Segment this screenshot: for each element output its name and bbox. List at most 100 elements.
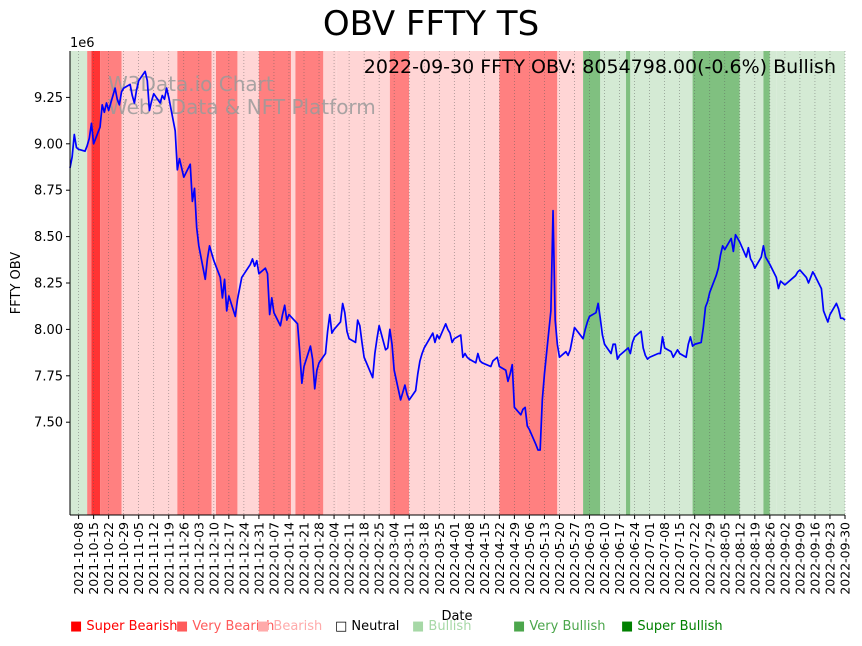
x-tick-label: 2022-04-29 bbox=[507, 522, 522, 595]
y-tick-label: 8.25 bbox=[34, 277, 63, 292]
x-tick-label: 2022-04-08 bbox=[462, 522, 477, 595]
x-tick-label: 2022-02-04 bbox=[327, 522, 342, 595]
legend-item-bearish: ■ Bearish bbox=[257, 619, 322, 634]
x-tick-label: 2022-05-20 bbox=[552, 522, 567, 595]
regime-band-bearish bbox=[121, 51, 178, 515]
x-tick-label: 2022-06-24 bbox=[627, 522, 642, 595]
x-tick-label: 2022-09-23 bbox=[822, 522, 837, 595]
legend-label: Super Bullish bbox=[637, 619, 723, 634]
legend-item-neutral: □ Neutral bbox=[335, 619, 399, 634]
x-tick-label: 2022-09-16 bbox=[807, 522, 822, 595]
x-tick-label: 2022-08-26 bbox=[762, 522, 777, 595]
regime-band-bullish bbox=[600, 51, 627, 515]
x-tick-label: 2022-05-13 bbox=[537, 522, 552, 595]
legend-label: Neutral bbox=[351, 619, 400, 634]
x-tick-label: 2022-06-10 bbox=[597, 522, 612, 595]
x-tick-label: 2021-12-03 bbox=[191, 522, 206, 595]
regime-bands bbox=[70, 51, 845, 515]
x-tick-label: 2022-07-29 bbox=[702, 522, 717, 595]
x-tick-label: 2022-03-04 bbox=[387, 522, 402, 595]
x-tick-label: 2021-10-15 bbox=[86, 522, 101, 595]
x-tick-label: 2021-11-12 bbox=[146, 522, 161, 595]
x-tick-label: 2022-01-21 bbox=[297, 522, 312, 595]
x-tick-label: 2022-08-19 bbox=[747, 522, 762, 595]
legend-marker: ■ bbox=[513, 619, 530, 634]
x-tick-label: 2021-10-08 bbox=[71, 522, 86, 595]
regime-band-bearish bbox=[237, 51, 259, 515]
x-tick-label: 2021-12-24 bbox=[236, 522, 251, 595]
x-tick-label: 2022-09-09 bbox=[792, 522, 807, 595]
regime-band-super-bearish bbox=[91, 51, 101, 515]
regime-band-very-bearish bbox=[258, 51, 292, 515]
x-tick-label: 2022-06-03 bbox=[582, 522, 597, 595]
legend-marker: ■ bbox=[257, 619, 274, 634]
x-tick-label: 2022-08-12 bbox=[732, 522, 747, 595]
y-tick-label: 8.00 bbox=[34, 323, 63, 338]
x-tick-label: 2022-07-01 bbox=[642, 522, 657, 595]
legend-marker: ■ bbox=[621, 619, 638, 634]
x-tick-label: 2022-05-06 bbox=[522, 522, 537, 595]
y-tick-label: 7.50 bbox=[34, 416, 63, 431]
regime-band-bearish bbox=[336, 51, 390, 515]
legend-label: Bearish bbox=[273, 619, 323, 634]
x-tick-label: 2022-01-07 bbox=[266, 522, 281, 595]
chart-title: OBV FFTY TS bbox=[322, 4, 540, 44]
legend-item-bullish: ■ Bullish bbox=[412, 619, 471, 634]
x-tick-label: 2021-12-17 bbox=[221, 522, 236, 595]
x-tick-label: 2022-04-22 bbox=[492, 522, 507, 595]
regime-band-bullish bbox=[739, 51, 764, 515]
legend-item-super-bearish: ■ Super Bearish bbox=[70, 619, 178, 634]
legend-marker: ■ bbox=[70, 619, 87, 634]
legend-label: Super Bearish bbox=[86, 619, 178, 634]
ticks: 7.50 7.75 8.00 8.25 8.50 8.75 9.00 9.25 2021-10-… bbox=[34, 91, 852, 595]
regime-band-very-bearish bbox=[499, 51, 558, 515]
x-tick-label: 2022-08-05 bbox=[717, 522, 732, 595]
x-tick-label: 2022-07-22 bbox=[687, 522, 702, 595]
grid-lines bbox=[78, 51, 846, 515]
y-axis-label: FFTY OBV bbox=[9, 252, 24, 314]
x-tick-label: 2022-02-25 bbox=[372, 522, 387, 595]
x-tick-label: 2022-09-30 bbox=[838, 522, 853, 595]
regime-band-very-bearish bbox=[215, 51, 238, 515]
regime-band-very-bearish bbox=[100, 51, 122, 515]
legend-item-super-bullish: ■ Super Bullish bbox=[621, 619, 723, 634]
x-tick-label: 2022-02-18 bbox=[357, 522, 372, 595]
x-tick-label: 2021-10-29 bbox=[116, 522, 131, 595]
legend-item-very-bullish: ■ Very Bullish bbox=[513, 619, 605, 634]
x-tick-label: 2021-11-19 bbox=[161, 522, 176, 595]
legend-marker: □ bbox=[335, 619, 352, 634]
regime-band-bearish bbox=[323, 51, 337, 515]
regime-band-very-bearish bbox=[389, 51, 410, 515]
x-axis-label: Date bbox=[441, 609, 472, 624]
y-tick-label: 9.25 bbox=[34, 91, 63, 106]
regime-band-very-bullish bbox=[626, 51, 631, 515]
x-tick-label: 2022-05-27 bbox=[567, 522, 582, 595]
legend-label: Bullish bbox=[428, 619, 472, 634]
legend: ■ Super Bearish ■ Very Bearish ■ Bearish □ … bbox=[0, 619, 862, 639]
regime-band-very-bullish bbox=[583, 51, 601, 515]
x-tick-label: 2022-07-08 bbox=[657, 522, 672, 595]
x-tick-label: 2022-04-01 bbox=[447, 522, 462, 595]
obv-series-line bbox=[69, 70, 846, 451]
x-tick-label: 2021-11-26 bbox=[176, 522, 191, 595]
latest-value-annotation: 2022-09-30 FFTY OBV: 8054798.00(-0.6%) B… bbox=[364, 56, 836, 78]
y-axis-multiplier: 1e6 bbox=[70, 36, 95, 51]
regime-band-very-bearish bbox=[295, 51, 324, 515]
y-tick-label: 9.00 bbox=[34, 137, 63, 152]
legend-marker: ■ bbox=[176, 619, 193, 634]
regime-band-bullish bbox=[769, 51, 777, 515]
x-tick-label: 2022-01-28 bbox=[312, 522, 327, 595]
legend-marker: ■ bbox=[412, 619, 429, 634]
regime-band-bearish bbox=[557, 51, 584, 515]
regime-band-very-bearish bbox=[87, 51, 92, 515]
regime-band-bearish bbox=[291, 51, 296, 515]
legend-item-very-bearish: ■ Very Bearish bbox=[176, 619, 274, 634]
x-tick-label: 2022-02-11 bbox=[342, 522, 357, 595]
x-tick-label: 2022-07-15 bbox=[672, 522, 687, 595]
x-tick-label: 2022-04-15 bbox=[477, 522, 492, 595]
y-tick-label: 8.50 bbox=[34, 230, 63, 245]
regime-band-bullish bbox=[630, 51, 693, 515]
x-tick-label: 2021-12-31 bbox=[251, 522, 266, 595]
y-tick-label: 7.75 bbox=[34, 369, 63, 384]
